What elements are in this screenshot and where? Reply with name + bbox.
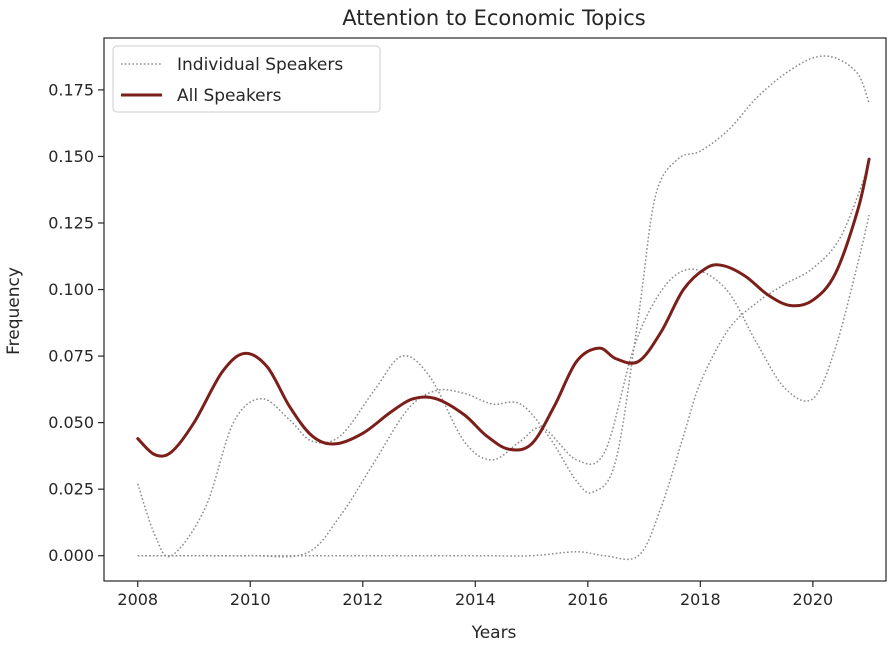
x-tick-label: 2018: [680, 590, 721, 609]
y-tick-label: 0.150: [48, 147, 94, 166]
x-axis-label: Years: [471, 623, 517, 643]
y-tick-label: 0.125: [48, 213, 94, 232]
series-line-individual-speaker-1: [137, 214, 870, 558]
x-tick-label: 2012: [342, 590, 383, 609]
chart-title: Attention to Economic Topics: [342, 6, 645, 30]
y-tick-label: 0.050: [48, 413, 94, 432]
series-layer: [136, 55, 871, 561]
x-tick-label: 2010: [230, 590, 271, 609]
axes-layer: 2008 2010 2012 2014 2016 2018 2020 0.000 0.025 0.…: [48, 37, 887, 609]
y-tick-label: 0.175: [48, 80, 94, 99]
y-tick-label: 0.100: [48, 280, 94, 299]
series-line-individual-speaker-2: [137, 55, 870, 558]
series-line-all-speakers: [136, 157, 871, 458]
legend: Individual Speakers All Speakers: [112, 45, 381, 113]
x-tick-label: 2014: [455, 590, 496, 609]
y-tick-label: 0.075: [48, 347, 94, 366]
series-line-individual-speaker-3: [137, 164, 870, 561]
plot-frame: [103, 37, 887, 582]
y-tick-label: 0.000: [48, 546, 94, 565]
legend-box: [112, 45, 381, 113]
legend-label-individual-speakers: Individual Speakers: [177, 55, 343, 75]
y-tick-label: 0.025: [48, 480, 94, 499]
y-axis-label: Frequency: [4, 267, 24, 355]
legend-label-all-speakers: All Speakers: [177, 86, 282, 106]
x-tick-label: 2016: [567, 590, 608, 609]
x-tick-label: 2008: [117, 590, 158, 609]
x-tick-label: 2020: [793, 590, 834, 609]
